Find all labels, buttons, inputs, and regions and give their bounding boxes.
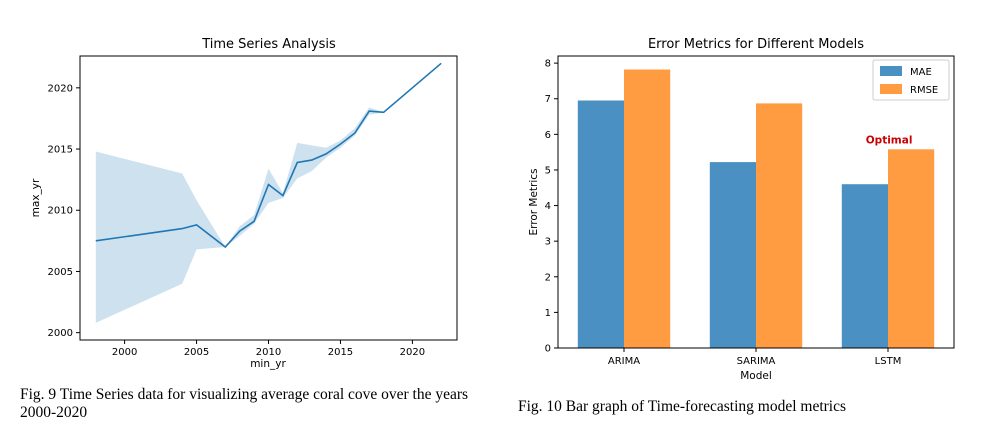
bar-rmse-arima [624, 69, 671, 348]
x-tick-label: 2005 [184, 347, 209, 358]
annotation-group: Optimal [866, 134, 913, 146]
confidence-band-group [95, 63, 442, 323]
x-tick-label: 2020 [400, 347, 425, 358]
figure-10-caption: Fig. 10 Bar graph of Time-forecasting mo… [518, 398, 847, 415]
chart-title: Time Series Analysis [201, 37, 336, 52]
x-tick-label: ARIMA [608, 356, 640, 367]
x-tick-label: 2015 [328, 347, 353, 358]
bar-mae-lstm [841, 184, 888, 348]
y-tick-label: 2020 [48, 83, 73, 94]
y-axis-label: Error Metrics [528, 168, 540, 235]
x-axis-label: min_yr [250, 358, 286, 370]
y-tick-label: 2000 [48, 328, 73, 339]
x-tick-label: 2000 [112, 347, 137, 358]
y-tick-label: 1 [545, 308, 551, 319]
bar-rmse-sarima [756, 103, 803, 349]
x-tick-group: 2000 2005 2010 2015 2020 [112, 340, 425, 358]
legend-swatch-rmse [880, 84, 902, 94]
y-tick-label: 3 [545, 237, 551, 248]
y-tick-label: 2 [545, 272, 551, 283]
x-tick-group: ARIMA SARIMA LSTM [608, 348, 901, 367]
y-tick-label: 2015 [48, 145, 73, 156]
legend-label-rmse: RMSE [910, 85, 938, 96]
chart-title: Error Metrics for Different Models [648, 37, 864, 52]
confidence-band [95, 63, 442, 323]
legend-label-mae: MAE [910, 67, 932, 78]
y-tick-label: 2005 [48, 267, 73, 278]
bar-rmse-lstm [888, 149, 935, 348]
y-tick-label: 4 [545, 201, 551, 212]
x-tick-label: 2010 [256, 347, 281, 358]
y-tick-label: 6 [545, 130, 551, 141]
legend-swatch-mae [880, 66, 902, 76]
error-metrics-bar-chart: Error Metrics for Different Models ARIMA… [528, 37, 955, 382]
y-axis-label: max_yr [30, 178, 42, 217]
x-axis-label: Model [740, 370, 772, 382]
series-line [95, 62, 442, 249]
bar-group [577, 69, 935, 349]
y-tick-group: 0 1 2 3 4 5 6 7 8 [545, 59, 558, 355]
x-tick-label: LSTM [875, 356, 902, 367]
legend: MAE RMSE [872, 59, 950, 101]
y-tick-label: 7 [545, 94, 551, 105]
optimal-annotation: Optimal [866, 134, 913, 146]
y-tick-label: 8 [545, 59, 551, 70]
bar-mae-sarima [709, 162, 756, 348]
series-line-group [95, 62, 442, 249]
y-tick-label: 0 [545, 344, 551, 355]
bar-mae-arima [577, 100, 624, 348]
time-series-chart: Time Series Analysis 2000 2005 2010 2015 202… [30, 37, 458, 370]
y-tick-group: 2000 2005 2010 2015 2020 [48, 83, 80, 339]
figure-9-caption: Fig. 9 Time Series data for visualizing … [20, 386, 469, 421]
x-tick-label: SARIMA [737, 356, 776, 367]
y-tick-label: 5 [545, 165, 551, 176]
y-tick-label: 2010 [48, 206, 73, 217]
